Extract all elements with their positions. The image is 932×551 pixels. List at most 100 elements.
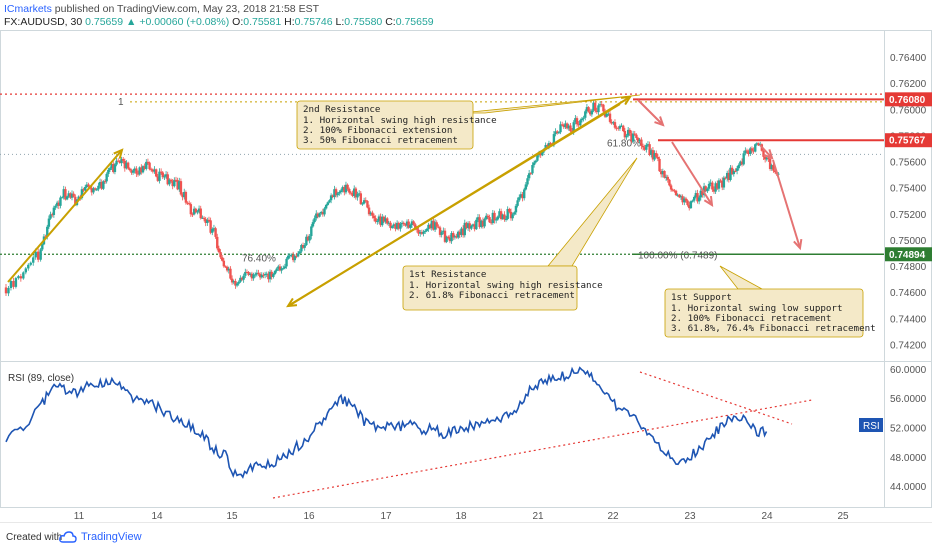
candle-body [4, 287, 8, 294]
candle-body [453, 236, 457, 238]
candle-body [24, 268, 28, 273]
high-value: 0.75746 [294, 16, 333, 28]
candle-body [64, 189, 67, 200]
candle-body [65, 196, 69, 200]
candle-body [244, 271, 247, 276]
candle-body [229, 268, 232, 279]
candle-body [315, 213, 318, 219]
candle-body [485, 215, 488, 219]
candle-body [283, 266, 287, 269]
price-chart[interactable]: 0.764000.762000.760000.758000.756000.754… [0, 0, 932, 522]
candle-body [242, 275, 245, 280]
candle-body [755, 143, 759, 145]
candle-body [326, 202, 330, 205]
candle-body [714, 183, 717, 192]
symbol-label[interactable]: FX:AUDUSD, 30 [4, 16, 83, 28]
candle-body [9, 281, 13, 288]
candle-body [620, 125, 623, 127]
candle-body [514, 205, 518, 213]
candle-body [575, 118, 579, 125]
author-link[interactable]: ICmarkets [4, 3, 52, 15]
candle-body [47, 218, 51, 227]
candle-body [72, 193, 75, 197]
candle-body [202, 217, 206, 220]
low-value: 0.75580 [344, 16, 383, 28]
candle-body [291, 254, 295, 261]
candle-body [156, 176, 160, 181]
candle-body [729, 167, 732, 180]
candle-body [84, 186, 87, 191]
candle-body [107, 169, 110, 174]
annotation-title: 2nd Resistance [303, 104, 380, 115]
candle-body [692, 197, 696, 201]
candle-body [674, 190, 678, 196]
candle-body [90, 188, 94, 193]
candle-body [306, 236, 310, 241]
candle-body [452, 233, 455, 238]
candle-body [163, 176, 166, 178]
candle-body [74, 196, 77, 205]
candle-body [187, 203, 191, 205]
candle-body [509, 211, 513, 219]
candle-body [275, 268, 278, 271]
candle-body [661, 170, 665, 175]
rsi-badge [859, 418, 883, 432]
candle-body [249, 273, 252, 275]
candle-body [184, 191, 188, 203]
candle-body [626, 129, 630, 136]
candle-body [235, 283, 239, 286]
candle-body [706, 188, 709, 192]
created-with-text: Created with [6, 532, 63, 543]
candle-body [523, 189, 526, 199]
candle-body [178, 181, 181, 190]
candle-body [390, 226, 394, 228]
candle-body [669, 185, 673, 190]
candle-body [318, 213, 321, 217]
fib-618-label: 61.80% [607, 138, 641, 149]
candle-body [313, 218, 316, 223]
candle-body [265, 273, 268, 275]
candle-body [191, 214, 194, 216]
candle-body [409, 224, 412, 228]
candle-body [303, 245, 306, 248]
candle-body [166, 174, 169, 185]
candle-body [268, 271, 272, 280]
candle-body [405, 221, 409, 226]
rsi-line [5, 366, 768, 479]
candle-body [635, 134, 638, 139]
candle-body [501, 214, 504, 220]
trend-arrow-up-2 [289, 96, 631, 306]
candle-body [567, 125, 570, 129]
candle-body [287, 255, 290, 259]
candle-body [612, 122, 615, 124]
candle-body [658, 158, 661, 172]
candle-body [301, 245, 305, 248]
candle-body [346, 184, 349, 190]
candle-body [618, 126, 622, 129]
price-tick-label: 0.74400 [890, 314, 927, 325]
candle-body [727, 172, 731, 180]
price-tick-label: 0.75200 [890, 210, 927, 221]
candle-body [399, 223, 402, 229]
tradingview-brand[interactable]: TradingView [81, 531, 142, 543]
candle-body [334, 189, 338, 196]
time-tick-label: 25 [837, 511, 849, 522]
candle-body [369, 212, 372, 215]
candle-body [181, 194, 184, 198]
candle-body [133, 168, 136, 171]
price-tick-label: 0.74200 [890, 340, 927, 351]
candle-body [192, 208, 196, 215]
candle-body [357, 193, 361, 195]
candle-body [237, 281, 240, 284]
candle-body [613, 122, 617, 128]
candle-body [197, 208, 201, 212]
candle-body [590, 110, 594, 115]
candle-body [145, 161, 148, 169]
candle-body [351, 193, 354, 196]
candle-body [697, 197, 701, 202]
candle-body [22, 272, 25, 279]
candle-body [371, 212, 374, 216]
candle-body [267, 273, 270, 280]
candle-body [93, 188, 97, 190]
candle-body [557, 132, 561, 134]
